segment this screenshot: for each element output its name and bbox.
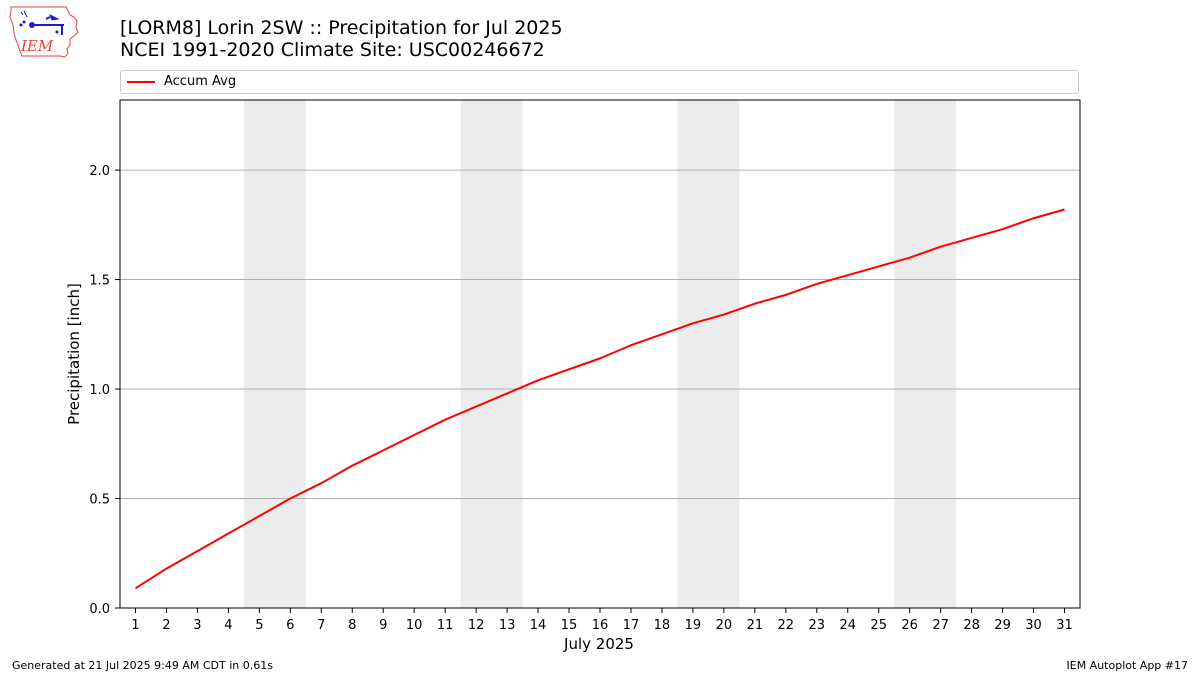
x-tick-label: 26	[901, 618, 918, 633]
y-tick-label: 1.0	[89, 383, 110, 398]
x-tick-label: 15	[561, 618, 578, 633]
y-axis-label: Precipitation [inch]	[65, 283, 83, 425]
x-tick-label: 21	[747, 618, 764, 633]
x-tick-label: 31	[1056, 618, 1073, 633]
x-tick-label: 4	[224, 618, 232, 633]
legend-label-accum-avg: Accum Avg	[164, 74, 237, 89]
x-tick-label: 10	[406, 618, 423, 633]
chart-title: [LORM8] Lorin 2SW :: Precipitation for J…	[120, 17, 563, 39]
chart-subtitle: NCEI 1991-2020 Climate Site: USC00246672	[120, 39, 545, 61]
app-label: IEM Autoplot App #17	[1066, 659, 1189, 672]
generated-timestamp: Generated at 21 Jul 2025 9:49 AM CDT in …	[12, 659, 273, 672]
x-tick-label: 27	[932, 618, 949, 633]
weather-station-icon	[19, 10, 64, 35]
x-tick-label: 7	[317, 618, 325, 633]
y-tick-label: 1.5	[89, 274, 110, 289]
x-tick-label: 22	[778, 618, 795, 633]
y-tick-label: 0.0	[89, 602, 110, 617]
iem-logo: IEM	[9, 6, 79, 58]
x-tick-label: 24	[839, 618, 856, 633]
x-tick-label: 9	[379, 618, 387, 633]
weekend-band	[243, 100, 306, 608]
x-tick-label: 30	[1025, 618, 1042, 633]
weekend-band	[677, 100, 740, 608]
x-tick-label: 11	[437, 618, 454, 633]
x-axis-label: July 2025	[563, 635, 634, 653]
x-tick-label: 28	[963, 618, 980, 633]
weekend-band	[894, 100, 957, 608]
iowa-outline-icon	[9, 6, 79, 58]
y-tick-label: 2.0	[89, 164, 110, 179]
x-tick-label: 8	[348, 618, 356, 633]
x-tick-label: 29	[994, 618, 1011, 633]
y-tick-label: 0.5	[89, 493, 110, 508]
x-tick-label: 19	[685, 618, 702, 633]
x-tick-label: 13	[499, 618, 516, 633]
legend: Accum Avg	[120, 70, 1079, 94]
x-tick-label: 23	[809, 618, 826, 633]
x-tick-label: 5	[255, 618, 263, 633]
x-tick-label: 6	[286, 618, 294, 633]
x-tick-label: 20	[716, 618, 733, 633]
x-tick-label: 1	[131, 618, 139, 633]
weekend-band	[460, 100, 523, 608]
x-tick-label: 14	[530, 618, 547, 633]
x-tick-label: 18	[654, 618, 671, 633]
legend-line-swatch	[127, 81, 155, 83]
x-tick-label: 3	[193, 618, 201, 633]
x-tick-label: 16	[592, 618, 609, 633]
x-tick-label: 2	[162, 618, 170, 633]
logo-text: IEM	[20, 37, 54, 55]
series-line-accum-avg	[134, 208, 1065, 590]
x-tick-label: 25	[870, 618, 887, 633]
x-tick-label: 17	[623, 618, 640, 633]
x-tick-label: 12	[468, 618, 485, 633]
